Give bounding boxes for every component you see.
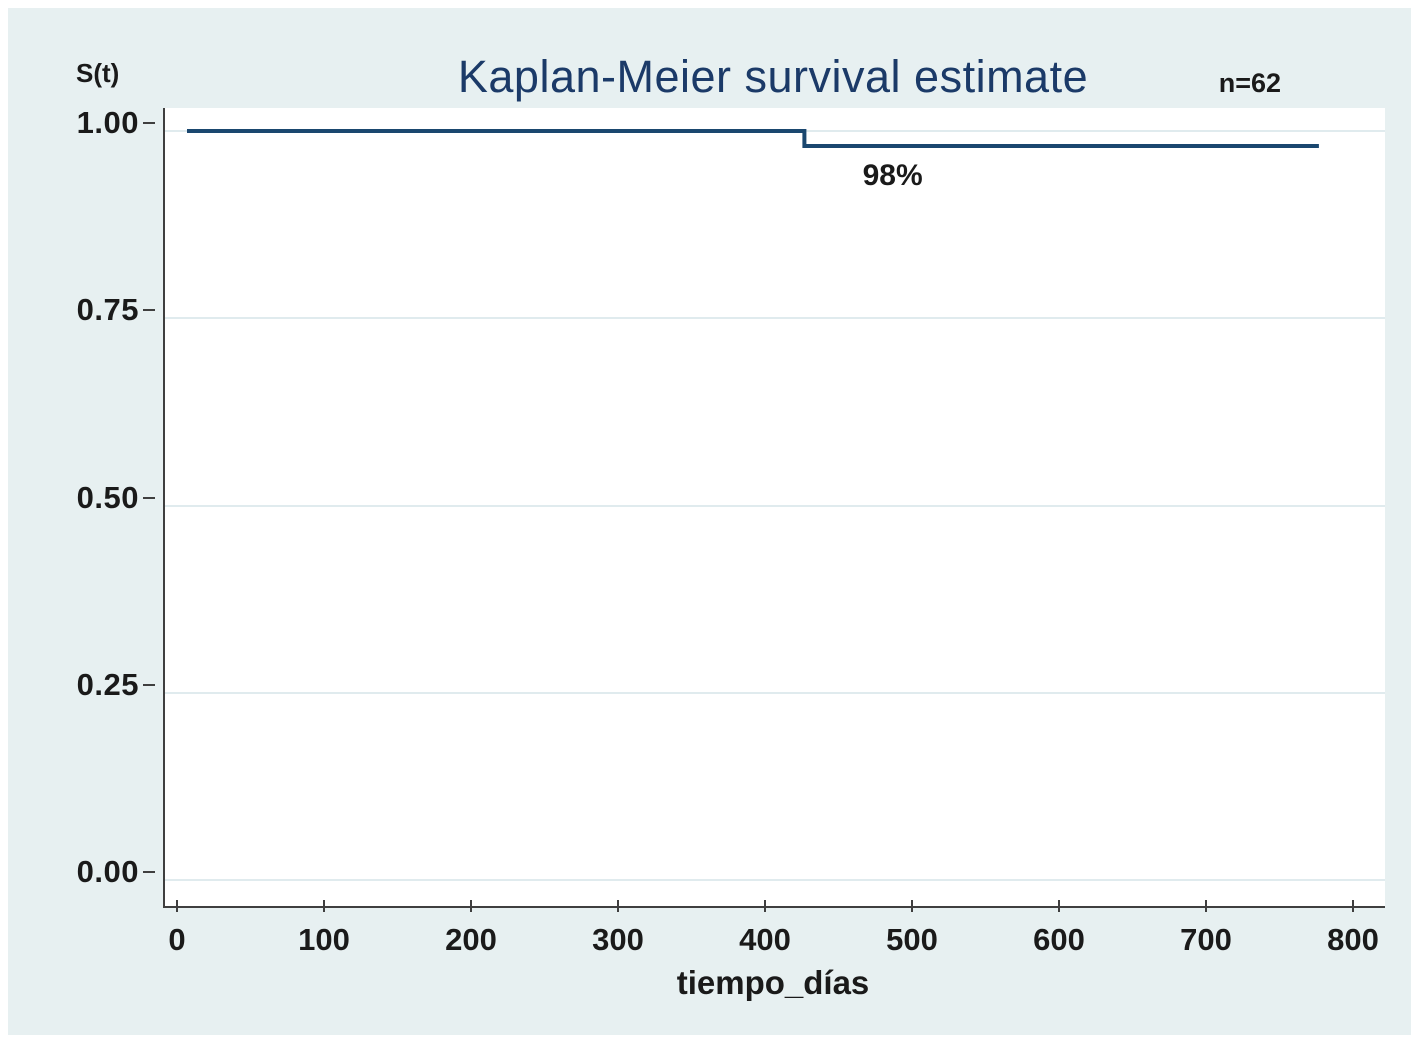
y-tick-mark [143,683,155,686]
x-tick-label: 700 [1180,922,1232,957]
y-tick-mark [143,122,155,124]
y-tick-label: 0.00 [76,854,139,889]
x-tick-label: 800 [1327,922,1379,957]
chart-canvas: S(t) Kaplan-Meier survival estimate n=62… [8,8,1411,1035]
x-tick-label: 300 [592,922,644,957]
x-tick-mark [176,900,178,912]
x-tick-label: 200 [445,922,497,957]
x-tick-mark [617,900,619,912]
x-tick-mark [323,900,325,912]
y-gridline [165,691,1385,694]
x-tick-mark [470,900,472,912]
sample-size-label: n=62 [1218,68,1281,98]
x-tick-mark [764,900,766,912]
y-tick-label: 0.50 [76,479,139,515]
x-tick-mark [1352,900,1354,912]
y-tick-mark [143,309,155,312]
x-tick-mark [1205,900,1207,912]
y-gridline [165,879,1385,881]
plot-area: 98% [163,108,1385,908]
x-tick-label: 600 [1033,922,1085,957]
x-axis-title: tiempo_días [676,964,870,1001]
y-tick-label: 1.00 [76,105,139,140]
x-tick-label: 100 [298,922,350,957]
y-tick-label: 0.25 [76,666,139,702]
x-tick-mark [1058,900,1060,912]
survival-curve [187,129,1319,148]
y-tick-mark [143,871,155,873]
y-gridline [165,317,1385,320]
y-axis-title: S(t) [76,58,120,88]
chart-title: Kaplan-Meier survival estimate [457,51,1089,102]
y-tick-mark [143,496,155,499]
percent-annotation: 98% [862,158,923,192]
x-tick-mark [911,900,913,912]
x-tick-label: 500 [886,922,938,957]
survival-curve-svg [187,129,1319,148]
y-gridline [165,504,1385,507]
y-tick-label: 0.75 [76,292,139,328]
x-tick-label: 400 [739,922,791,957]
x-tick-label: 0 [168,922,186,957]
